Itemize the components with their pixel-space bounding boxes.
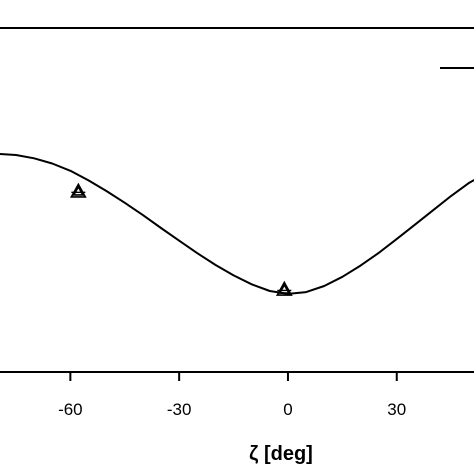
x-tick-label: -30 xyxy=(167,400,192,419)
x-tick-label: -60 xyxy=(58,400,83,419)
triangle-marker xyxy=(275,280,293,296)
series-line xyxy=(0,153,474,295)
x-axis-tick-labels: -60 -30 0 30 xyxy=(58,400,406,419)
x-axis-label: ζ [deg] xyxy=(249,443,313,465)
x-tick-label: 30 xyxy=(387,400,406,419)
triangle-marker xyxy=(69,182,87,198)
plot-frame xyxy=(0,27,474,373)
x-tick-label: 0 xyxy=(283,400,292,419)
series-layer xyxy=(0,153,474,296)
x-axis-ticks xyxy=(69,372,398,381)
